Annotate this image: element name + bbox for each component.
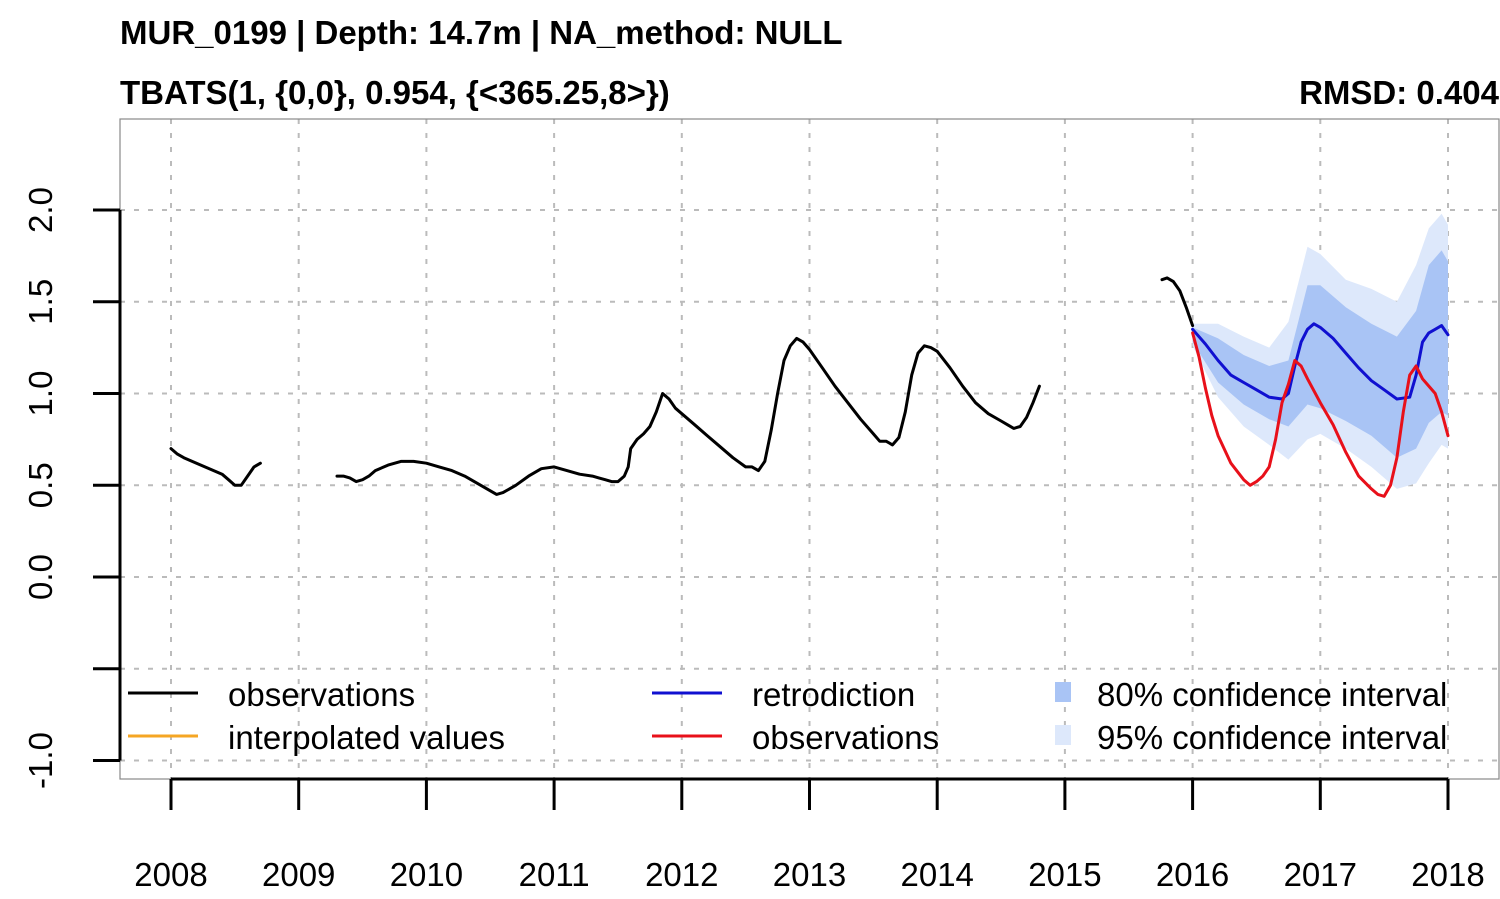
series-line-observations	[335, 336, 1041, 496]
series-line-observations-test	[1191, 331, 1450, 498]
legend-label: retrodiction	[752, 676, 915, 713]
confidence-bands	[1192, 213, 1448, 489]
y-tick-label: -1.0	[22, 732, 59, 789]
x-tick-label: 2016	[1156, 856, 1229, 893]
grid	[120, 119, 1499, 779]
legend-label: observations	[228, 676, 415, 713]
series-line-retrodiction	[1191, 322, 1450, 401]
x-tick-label: 2012	[645, 856, 718, 893]
ci80-band	[1192, 250, 1448, 458]
x-tick-label: 2013	[773, 856, 846, 893]
series-lines	[169, 276, 1450, 498]
legend: observations interpolated values retrodict…	[128, 676, 1447, 756]
axes: 2008 2009 2010 2011 2012 2013 2014 2015 2016 2017…	[22, 187, 1485, 893]
legend-swatch-ci95	[1055, 725, 1071, 745]
x-tick-label: 2011	[519, 856, 590, 893]
x-tick-label: 2015	[1028, 856, 1101, 893]
y-tick-label: 1.5	[22, 279, 59, 325]
legend-label: observations	[752, 719, 939, 756]
y-tick-label: 0.5	[22, 462, 59, 508]
legend-label: 95% confidence interval	[1097, 719, 1447, 756]
x-tick-label: 2017	[1284, 856, 1357, 893]
legend-swatch-ci80	[1055, 682, 1071, 702]
x-tick-label: 2018	[1411, 856, 1484, 893]
x-tick-label: 2010	[390, 856, 463, 893]
x-tick-label: 2008	[134, 856, 207, 893]
series-line-observations	[1160, 276, 1195, 328]
series-line-observations	[169, 447, 262, 487]
legend-label: interpolated values	[228, 719, 505, 756]
x-tick-label: 2014	[900, 856, 973, 893]
chart-title: MUR_0199 | Depth: 14.7m | NA_method: NUL…	[120, 14, 843, 51]
y-tick-label: 2.0	[22, 187, 59, 233]
x-tick-label: 2009	[262, 856, 335, 893]
y-tick-label: 0.0	[22, 554, 59, 600]
chart-subtitle: TBATS(1, {0,0}, 0.954, {<365.25,8>})	[120, 74, 670, 111]
legend-label: 80% confidence interval	[1097, 676, 1447, 713]
rmsd-label: RMSD: 0.404	[1299, 74, 1500, 111]
y-tick-label: 1.0	[22, 371, 59, 417]
